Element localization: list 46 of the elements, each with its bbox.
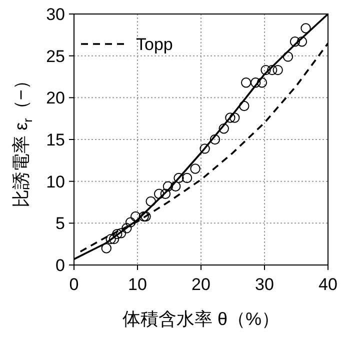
- x-tick-label: 30: [255, 275, 274, 294]
- point: [146, 196, 156, 207]
- point: [154, 188, 164, 199]
- point: [122, 223, 132, 234]
- point: [300, 23, 311, 34]
- x-tick-label: 20: [192, 275, 210, 294]
- point: [160, 188, 171, 199]
- point: [116, 228, 126, 238]
- point: [296, 36, 308, 47]
- x-tick-label: 10: [128, 275, 147, 294]
- y-tick-label: 25: [46, 46, 65, 66]
- legend-label: Topp: [136, 35, 173, 54]
- point: [106, 234, 116, 244]
- point: [190, 164, 200, 174]
- point: [210, 134, 220, 145]
- y-tick-label: 5: [56, 214, 65, 234]
- point: [108, 234, 120, 244]
- point: [112, 228, 122, 240]
- point: [240, 78, 252, 88]
- point: [170, 181, 181, 192]
- point: [250, 78, 261, 88]
- x-axis-title: 体積含水率 θ（%）: [122, 309, 280, 329]
- point: [125, 217, 136, 228]
- point: [101, 243, 112, 254]
- y-tick-label: 30: [46, 5, 65, 24]
- point: [130, 211, 141, 222]
- point: [182, 172, 192, 184]
- y-tick-label: 20: [46, 88, 65, 108]
- point: [200, 144, 210, 154]
- point: [267, 64, 278, 76]
- point: [174, 172, 184, 184]
- y-tick-label: 10: [46, 172, 65, 192]
- y-tick-label: 15: [46, 130, 65, 150]
- point: [282, 52, 294, 62]
- point: [218, 124, 229, 134]
- x-tick-label: 0: [69, 275, 79, 294]
- point: [230, 112, 240, 123]
- point: [272, 64, 283, 76]
- point: [225, 112, 236, 123]
- point: [162, 181, 174, 192]
- point: [290, 36, 300, 47]
- x-tick-label: 40: [318, 275, 338, 294]
- y-tick-label: 0: [56, 256, 65, 275]
- point: [256, 78, 268, 88]
- point: [260, 64, 271, 76]
- point: [239, 100, 250, 112]
